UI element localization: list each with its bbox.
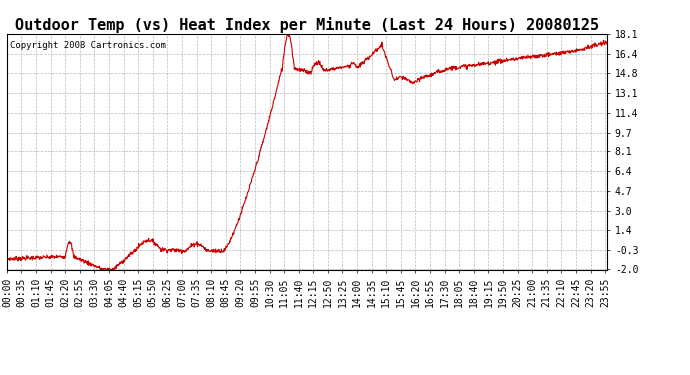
Text: Copyright 2008 Cartronics.com: Copyright 2008 Cartronics.com bbox=[10, 41, 166, 50]
Title: Outdoor Temp (vs) Heat Index per Minute (Last 24 Hours) 20080125: Outdoor Temp (vs) Heat Index per Minute … bbox=[15, 16, 599, 33]
